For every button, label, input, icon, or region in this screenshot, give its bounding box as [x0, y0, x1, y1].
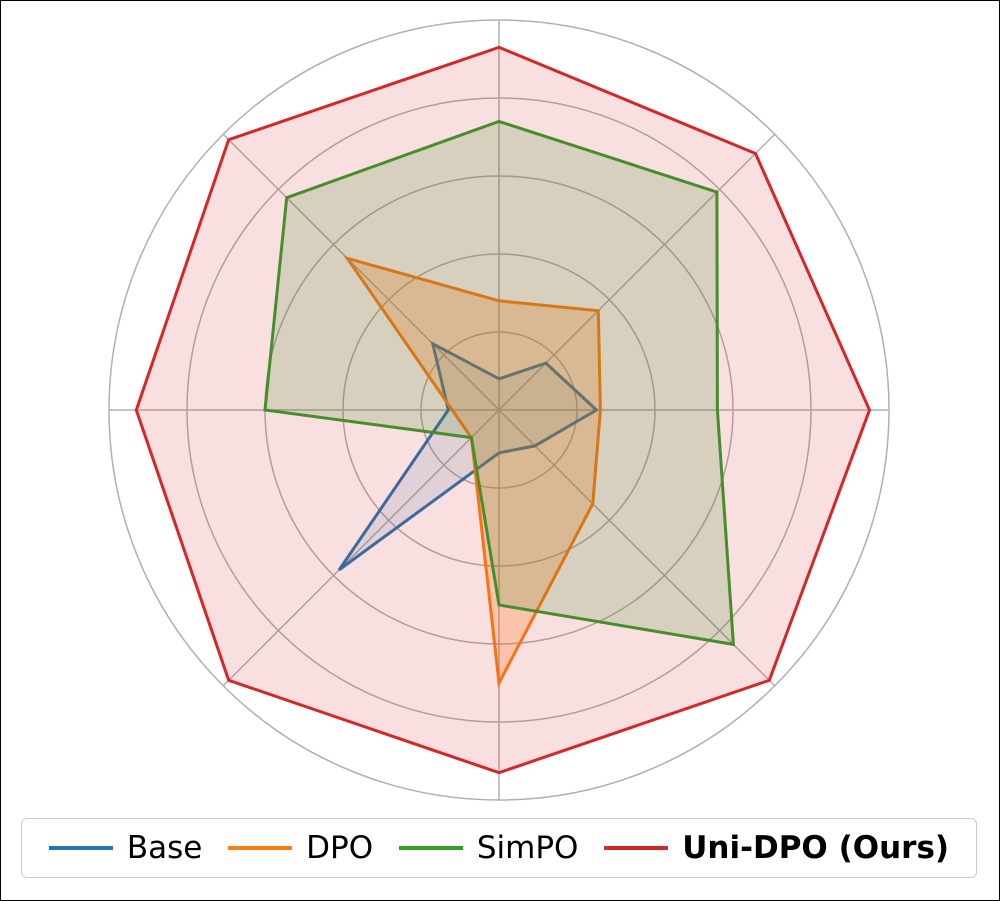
legend-label-simpo: SimPO [476, 830, 579, 866]
legend-label-base: Base [126, 830, 203, 866]
legend-item-simpo: SimPO [398, 830, 579, 866]
grid-spoke-4 [498, 409, 776, 687]
legend-swatch-uni-dpo [604, 846, 669, 850]
series-base-polygon [337, 340, 600, 572]
legend-label-uni-dpo: Uni-DPO (Ours) [682, 830, 950, 866]
legend-item-base: Base [48, 830, 203, 866]
legend: Base DPO SimPO Uni-DPO (Ours) [21, 818, 977, 878]
series-simpo-polygon [263, 119, 736, 647]
series-uni-dpo-ours-polygon [134, 45, 872, 775]
series-dpo-polygon [343, 255, 602, 689]
grid-spoke-6 [222, 409, 500, 687]
legend-swatch-simpo [398, 846, 463, 850]
legend-item-dpo: DPO [228, 830, 373, 866]
legend-item-uni-dpo: Uni-DPO (Ours) [604, 830, 949, 866]
grid-spoke-8 [222, 133, 500, 411]
legend-swatch-base [48, 846, 113, 850]
legend-label-dpo: DPO [306, 830, 374, 866]
legend-swatch-dpo [228, 846, 293, 850]
